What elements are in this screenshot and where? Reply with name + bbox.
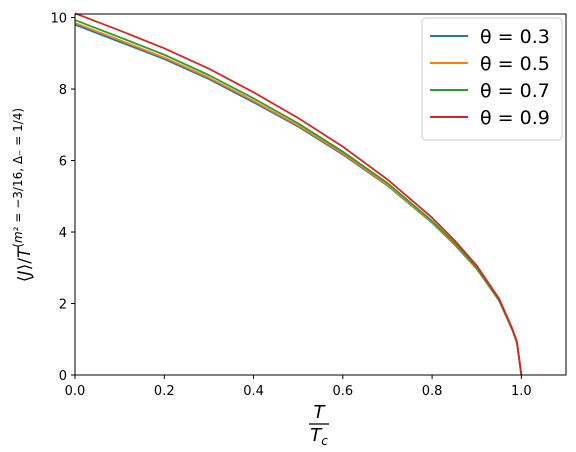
y-label-text: ⟨J⟩/T(m² = −3/16, Δ₋ = 1/4) (11, 108, 35, 282)
y-axis-label: ⟨J⟩/T(m² = −3/16, Δ₋ = 1/4) (11, 108, 35, 282)
x-tick-label: 0.4 (243, 384, 264, 399)
legend-label-1: θ = 0.3 (480, 26, 550, 48)
x-axis-ticks: 0.0 0.2 0.4 0.6 0.8 1.0 (65, 375, 532, 399)
y-tick-label: 2 (59, 298, 67, 313)
y-tick-label: 8 (59, 83, 67, 98)
y-tick-label: 0 (59, 369, 67, 384)
legend-label-2: θ = 0.5 (480, 53, 550, 75)
legend: θ = 0.3 θ = 0.5 θ = 0.7 θ = 0.9 (421, 17, 563, 141)
legend-box (421, 17, 563, 141)
y-tick-label: 10 (50, 12, 67, 27)
x-label-denominator: Tc (310, 425, 328, 448)
plot-frame (74, 13, 567, 376)
x-axis-label: T Tc (309, 402, 329, 448)
x-tick-label: 0.0 (65, 384, 86, 399)
x-label-numerator: T (314, 402, 327, 423)
x-tick-label: 0.2 (154, 384, 175, 399)
plot-lines (74, 12, 523, 376)
legend-label-4: θ = 0.9 (480, 107, 550, 129)
y-tick-label: 6 (59, 155, 67, 170)
legend-entries: θ = 0.3 θ = 0.5 θ = 0.7 θ = 0.9 (430, 26, 550, 129)
y-axis-ticks: 0 2 4 6 8 10 (50, 12, 75, 384)
x-tick-label: 0.6 (332, 384, 353, 399)
legend-label-3: θ = 0.7 (480, 80, 550, 102)
series-line-4 (74, 12, 523, 376)
y-tick-label: 4 (59, 226, 67, 241)
x-tick-label: 1.0 (511, 384, 532, 399)
x-tick-label: 0.8 (422, 384, 443, 399)
